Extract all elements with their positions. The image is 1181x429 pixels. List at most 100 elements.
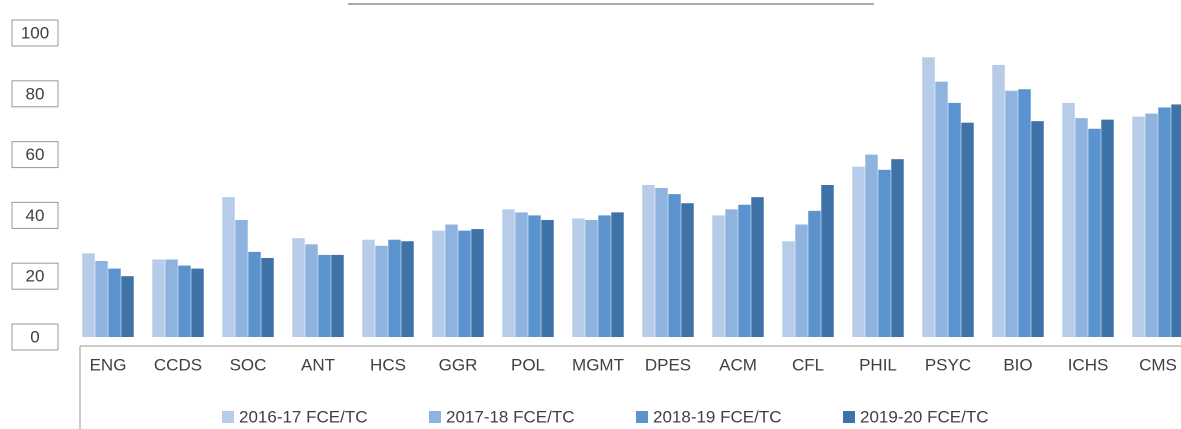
bar: [108, 268, 121, 337]
bar: [165, 259, 178, 337]
bar: [992, 64, 1005, 338]
y-tick-box: [11, 19, 59, 47]
bar: [362, 239, 375, 337]
bar: [712, 215, 725, 337]
bar: [668, 194, 681, 337]
bar: [471, 229, 484, 337]
bar: [852, 166, 865, 337]
x-tick-label: ENG: [90, 355, 127, 374]
legend-swatch: [222, 411, 234, 423]
bar: [878, 169, 891, 337]
bar: [1132, 116, 1145, 337]
legend-swatch: [429, 411, 441, 423]
legend-label: 2018-19 FCE/TC: [653, 407, 782, 426]
bar: [191, 268, 204, 337]
x-tick-label: PSYC: [925, 355, 971, 374]
bar: [1005, 90, 1018, 337]
bar: [611, 212, 624, 337]
y-tick-label: 80: [26, 84, 45, 103]
bar: [1031, 121, 1044, 337]
bar: [82, 253, 95, 337]
bar: [178, 265, 191, 337]
y-tick-box: [11, 141, 59, 169]
bar: [292, 238, 305, 337]
bar: [388, 239, 401, 337]
bar: [922, 57, 935, 337]
y-tick-label: 0: [30, 327, 39, 346]
y-tick-label: 20: [26, 267, 45, 286]
bar: [235, 219, 248, 337]
x-tick-label: CCDS: [154, 355, 202, 374]
bar: [222, 197, 235, 337]
x-tick-label: BIO: [1003, 355, 1032, 374]
bar: [655, 188, 668, 337]
bar: [795, 224, 808, 337]
x-tick-label: HCS: [370, 355, 406, 374]
x-tick-label: PHIL: [859, 355, 897, 374]
x-tick-label: POL: [511, 355, 545, 374]
bar: [152, 259, 165, 337]
bar: [515, 212, 528, 337]
x-tick-label: CFL: [792, 355, 824, 374]
bar: [1062, 102, 1075, 337]
bar: [681, 203, 694, 337]
bar: [1075, 118, 1088, 338]
bar: [738, 204, 751, 337]
bar: [1101, 119, 1114, 337]
bar: [751, 197, 764, 337]
bar: [1158, 107, 1171, 337]
x-tick-label: SOC: [230, 355, 267, 374]
bar: [598, 215, 611, 337]
bar: [585, 219, 598, 337]
bar: [528, 215, 541, 337]
bar: [642, 185, 655, 337]
bar: [725, 209, 738, 337]
legend-swatch: [843, 411, 855, 423]
bar: [261, 257, 274, 337]
legend-label: 2016-17 FCE/TC: [239, 407, 368, 426]
bar: [891, 159, 904, 337]
bar: [865, 154, 878, 337]
bar: [375, 245, 388, 337]
y-tick-box: [11, 80, 59, 108]
x-tick-label: ANT: [301, 355, 335, 374]
bar: [808, 210, 821, 337]
legend-label: 2019-20 FCE/TC: [860, 407, 989, 426]
bar: [1088, 128, 1101, 337]
bar: [432, 230, 445, 337]
x-tick-label: CMS: [1139, 355, 1177, 374]
bar: [948, 102, 961, 337]
legend-swatch: [636, 411, 648, 423]
y-tick-box: [11, 323, 59, 351]
bar: [541, 219, 554, 337]
bar: [95, 261, 108, 337]
legend-label: 2017-18 FCE/TC: [446, 407, 575, 426]
x-tick-label: DPES: [645, 355, 691, 374]
bar: [401, 241, 414, 337]
x-tick-label: GGR: [439, 355, 478, 374]
x-tick-label: MGMT: [572, 355, 624, 374]
bar: [935, 81, 948, 337]
y-tick-label: 100: [21, 23, 49, 42]
bar: [331, 254, 344, 337]
x-tick-label: ACM: [719, 355, 757, 374]
bar: [121, 276, 134, 337]
bar: [318, 254, 331, 337]
bar: [782, 241, 795, 337]
x-tick-label: ICHS: [1068, 355, 1109, 374]
bar: [248, 251, 261, 337]
bar: [305, 244, 318, 337]
y-tick-label: 60: [26, 145, 45, 164]
bar: [961, 122, 974, 338]
bar: [502, 209, 515, 337]
y-tick-box: [11, 262, 59, 290]
bar: [1145, 113, 1158, 337]
bar: [458, 230, 471, 337]
y-tick-label: 40: [26, 206, 45, 225]
y-tick-box: [11, 201, 59, 229]
bar: [572, 218, 585, 337]
bar: [1018, 89, 1031, 338]
bar: [445, 224, 458, 337]
